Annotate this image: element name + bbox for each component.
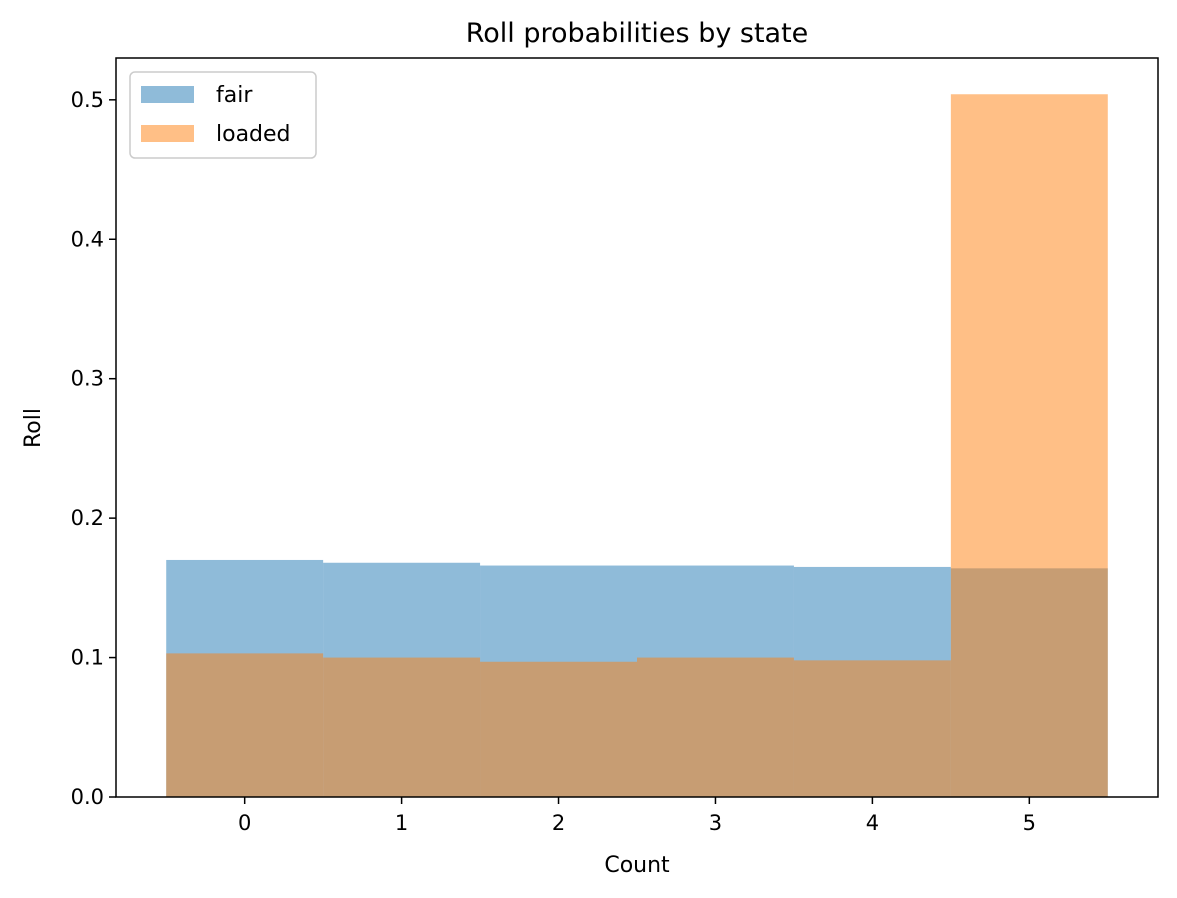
y-tick-label: 0.4 — [71, 227, 104, 251]
y-tick-label: 0.1 — [71, 646, 104, 670]
bar-loaded-1 — [323, 657, 481, 797]
y-tick-label: 0.0 — [71, 785, 104, 809]
x-axis-ticks: 0 1 2 3 4 5 — [238, 797, 1036, 835]
legend-label-fair: fair — [216, 83, 253, 108]
bar-loaded-5 — [950, 94, 1108, 798]
bars-layer — [166, 94, 1108, 798]
chart-title: Roll probabilities by state — [466, 18, 809, 49]
legend-swatch-loaded — [141, 125, 194, 142]
legend-swatch-fair — [141, 86, 194, 103]
legend-label-loaded: loaded — [216, 122, 291, 147]
bar-loaded-0 — [166, 653, 324, 797]
y-axis-label: Roll — [21, 408, 46, 448]
x-tick-label: 4 — [866, 811, 879, 835]
y-tick-label: 0.2 — [71, 506, 104, 530]
x-tick-label: 0 — [238, 811, 251, 835]
legend: fair loaded — [129, 71, 317, 159]
x-tick-label: 2 — [552, 811, 565, 835]
bar-loaded-2 — [480, 661, 637, 797]
bar-loaded-3 — [637, 657, 794, 797]
y-tick-label: 0.3 — [71, 367, 104, 391]
x-axis-label: Count — [604, 853, 670, 878]
y-tick-label: 0.5 — [71, 88, 104, 112]
x-tick-label: 3 — [709, 811, 722, 835]
y-axis-ticks: 0.0 0.1 0.2 0.3 0.4 0.5 — [71, 88, 116, 809]
plot-frame — [115, 57, 1159, 798]
x-tick-label: 1 — [395, 811, 408, 835]
bar-loaded-4 — [793, 660, 951, 797]
x-tick-label: 5 — [1023, 811, 1036, 835]
